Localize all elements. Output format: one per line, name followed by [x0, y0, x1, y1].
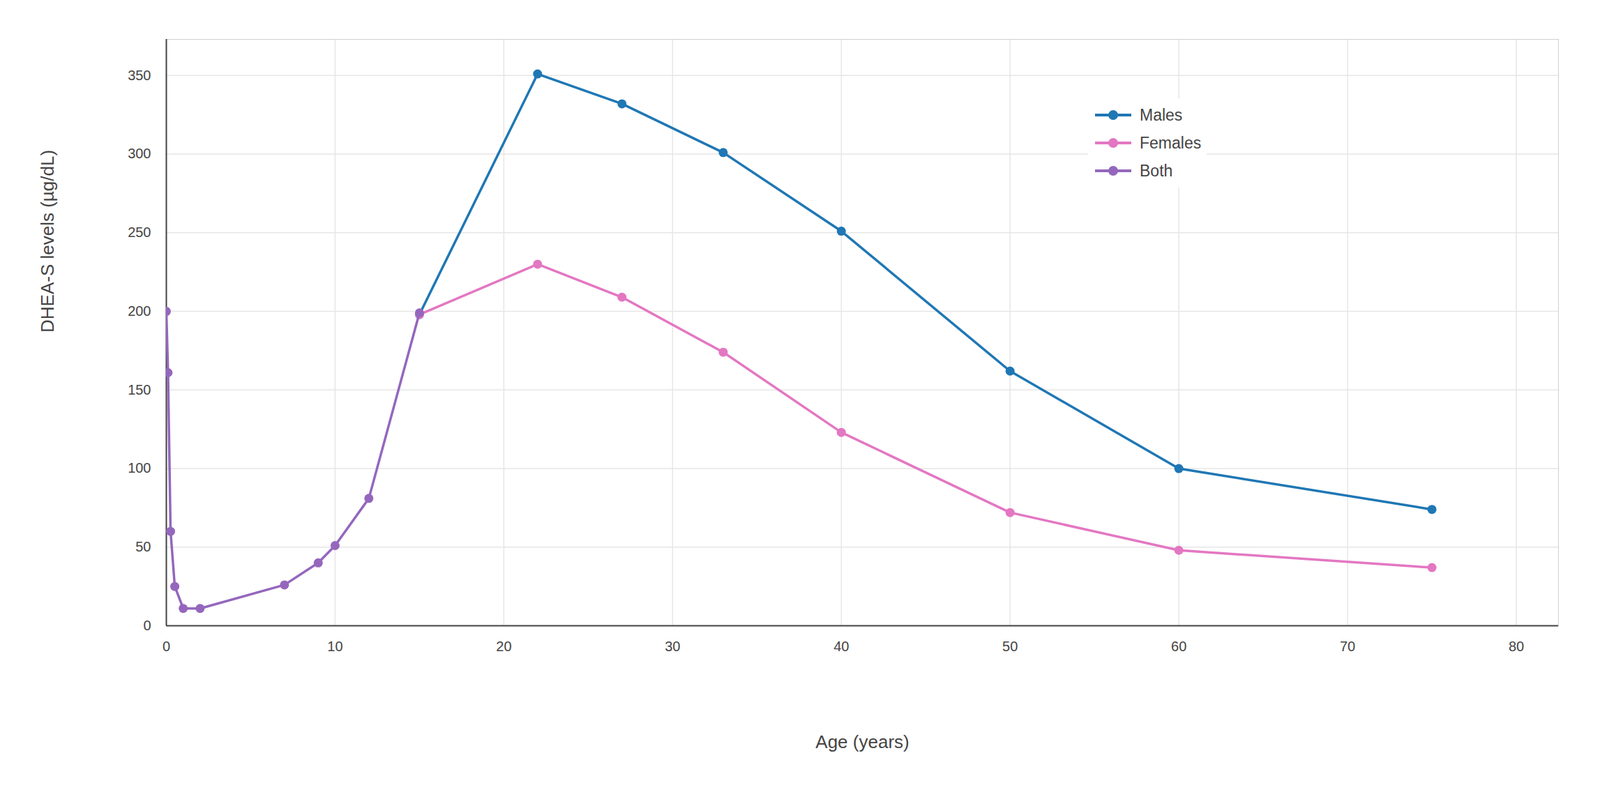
svg-text:50: 50: [135, 539, 151, 555]
svg-text:0: 0: [142, 617, 151, 634]
html-text:Females: Females: [1139, 133, 1202, 152]
html-text:Both: Both: [1139, 161, 1173, 180]
svg-text:100: 100: [127, 460, 151, 476]
svg-text:20: 20: [495, 638, 512, 655]
svg-text:200: 200: [127, 303, 151, 319]
svg-text:40: 40: [833, 638, 849, 655]
svg-text:50: 50: [1002, 638, 1018, 655]
svg-text:70: 70: [1339, 638, 1356, 655]
svg-text:350: 350: [127, 67, 151, 83]
svg-text:DHEA-S levels (µg/dL): DHEA-S levels (µg/dL): [36, 149, 58, 333]
svg-text:80: 80: [1508, 638, 1524, 655]
svg-text:10: 10: [327, 638, 343, 655]
svg-text:300: 300: [127, 145, 151, 162]
svg-text:Age (years): Age (years): [815, 731, 909, 753]
svg-text:150: 150: [127, 382, 151, 398]
html-text:Males: Males: [1139, 105, 1183, 124]
svg-text:0: 0: [162, 638, 171, 655]
svg-text:60: 60: [1171, 638, 1187, 655]
svg-text:250: 250: [127, 224, 151, 240]
svg-text:30: 30: [664, 638, 681, 655]
